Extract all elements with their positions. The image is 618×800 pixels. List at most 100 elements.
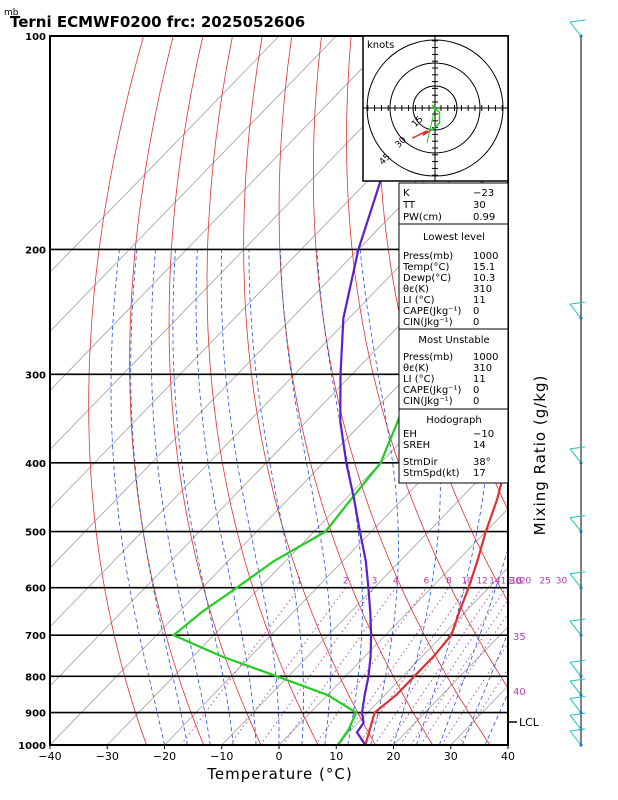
moist-adiabat-line xyxy=(248,249,304,745)
stmspd-value: 17 xyxy=(473,468,486,479)
wind-barb-flag xyxy=(569,571,586,575)
isotherm-line xyxy=(221,449,508,745)
temperature-tick-label: 40 xyxy=(501,750,515,763)
wind-barb-flag xyxy=(569,696,586,700)
mu-li-value: 11 xyxy=(473,374,486,385)
isotherm-line xyxy=(164,389,508,745)
ll-thetae-label: θε(K) xyxy=(403,284,429,295)
mixing-ratio-axis-label: Mixing Ratio (g/kg) xyxy=(531,375,549,536)
temperature-tick-label: 30 xyxy=(444,750,458,763)
ll-cin-value: 0 xyxy=(473,317,479,328)
temperature-profile-line xyxy=(364,453,508,745)
theta-e-label-30: 30 xyxy=(509,576,522,587)
storm-motion-vector xyxy=(426,107,436,144)
hodograph-stats-title: Hodograph xyxy=(426,415,481,426)
mixing-ratio-label: 16 xyxy=(501,577,513,587)
mu-cin-value: 0 xyxy=(473,396,479,407)
wind-barb xyxy=(569,448,582,464)
theta-e-labels: 30 35 40 xyxy=(509,576,526,698)
ll-temp-value: 15.1 xyxy=(473,262,495,273)
dry-adiabat-line xyxy=(559,36,618,745)
moist-adiabat-line xyxy=(359,249,399,745)
isotherm-line xyxy=(50,36,394,392)
moist-adiabat-line xyxy=(195,249,257,745)
mixing-ratio-label: 3 xyxy=(372,577,378,587)
theta-e-label-35: 35 xyxy=(513,632,526,643)
mixing-ratio-label: 25 xyxy=(539,577,550,587)
temperature-tick-label: 0 xyxy=(276,750,283,763)
hodograph: knots 15 30 45 xyxy=(362,35,509,182)
mixing-ratio-label: 10 xyxy=(461,577,473,587)
eh-label: EH xyxy=(403,429,417,440)
isotherm-line xyxy=(50,36,452,451)
most-unstable-title: Most Unstable xyxy=(418,335,489,346)
sreh-label: SREH xyxy=(403,440,430,451)
hodograph-trace-upper xyxy=(411,130,431,139)
ll-li-label: LI (°C) xyxy=(403,295,435,306)
dry-adiabat-line xyxy=(588,36,618,745)
hodograph-trace xyxy=(430,104,441,132)
isotherm-line xyxy=(335,567,508,745)
mixing-ratio-line xyxy=(410,599,508,745)
tt-index-label: TT xyxy=(402,200,416,211)
pressure-tick-label: 800 xyxy=(25,672,46,683)
wind-barb xyxy=(569,661,582,677)
wind-barb-flag xyxy=(569,712,586,716)
pressure-tick-label: 900 xyxy=(25,709,46,720)
mixing-ratio-line xyxy=(387,587,496,745)
k-index-value: −23 xyxy=(473,188,494,199)
eh-value: −10 xyxy=(473,429,494,440)
ll-press-value: 1000 xyxy=(473,251,498,262)
mixing-ratio-line xyxy=(399,587,507,745)
wind-barb-flag xyxy=(569,19,586,23)
wind-barb xyxy=(569,573,582,589)
moist-adiabat-line xyxy=(279,249,332,745)
pressure-tick-label: 500 xyxy=(25,528,46,539)
dry-adiabat-line xyxy=(168,36,262,745)
pw-label: PW(cm) xyxy=(403,212,442,223)
mixing-ratio-line xyxy=(282,587,396,745)
wind-barb xyxy=(569,680,582,696)
ll-cape-label: CAPE(Jkg⁻¹) xyxy=(403,306,461,317)
wind-barbs xyxy=(569,19,586,747)
moist-adiabat-line xyxy=(172,249,234,745)
ll-dewp-value: 10.3 xyxy=(473,273,495,284)
mixing-ratio-label: 14 xyxy=(489,577,501,587)
wind-barb xyxy=(569,698,582,713)
mu-li-label: LI (°C) xyxy=(403,374,435,385)
sreh-value: 14 xyxy=(473,440,486,451)
pw-value: 0.99 xyxy=(473,212,495,223)
ll-cape-value: 0 xyxy=(473,306,479,317)
moist-adiabat-line xyxy=(316,249,363,745)
stmdir-label: StmDir xyxy=(403,457,438,468)
ll-temp-label: Temp(°C) xyxy=(402,262,450,273)
wind-barb-flag xyxy=(569,446,586,450)
mixing-ratio-label: 4 xyxy=(393,577,399,587)
wind-barb xyxy=(569,714,582,730)
pressure-tick-label: 400 xyxy=(25,459,46,470)
lcl-marker: LCL xyxy=(508,716,540,729)
mixing-ratio-label: 20 xyxy=(520,577,532,587)
pressure-tick-label: 1000 xyxy=(18,741,46,752)
temperature-tick-label: −10 xyxy=(210,750,233,763)
ll-thetae-value: 310 xyxy=(473,284,492,295)
mu-thetae-label: θε(K) xyxy=(403,363,429,374)
x-axis-label: Temperature (°C) xyxy=(206,765,352,783)
dry-adiabat-line xyxy=(243,36,376,745)
isotherm-line xyxy=(50,36,337,332)
theta-e-label-40: 40 xyxy=(513,687,526,698)
mixing-ratio-label: 8 xyxy=(446,577,452,587)
lowest-level-title: Lowest level xyxy=(423,232,485,243)
dry-adiabat-line xyxy=(206,36,319,745)
isotherm-line xyxy=(50,271,508,745)
wind-barb-flag xyxy=(569,728,586,732)
temperature-tick-label: −20 xyxy=(153,750,176,763)
wind-barb-flag xyxy=(569,618,586,622)
tt-index-value: 30 xyxy=(473,200,486,211)
ll-dewp-label: Dewp(°C) xyxy=(403,273,451,284)
ll-li-value: 11 xyxy=(473,295,486,306)
temperature-tick-label: −30 xyxy=(96,750,119,763)
ll-press-label: Press(mb) xyxy=(403,251,453,262)
mixing-ratio-label: 6 xyxy=(424,577,430,587)
